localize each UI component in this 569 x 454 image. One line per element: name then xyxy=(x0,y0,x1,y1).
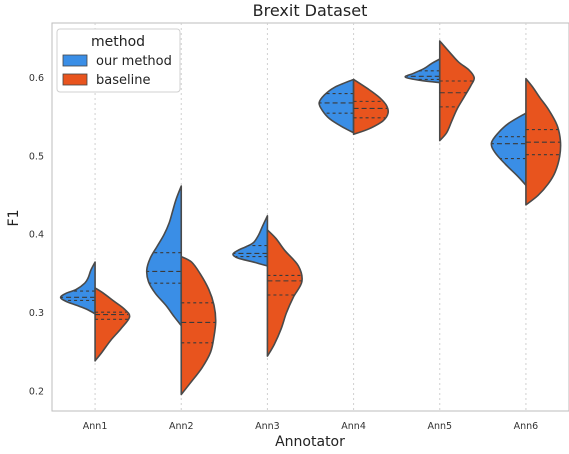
legend-label-our-method: our method xyxy=(96,54,172,69)
x-tick-label-ann4: Ann4 xyxy=(341,421,366,432)
y-axis-label: F1 xyxy=(6,210,22,227)
x-tick-label-ann2: Ann2 xyxy=(169,421,194,432)
y-tick-label: 0.3 xyxy=(29,308,44,319)
violin-baseline-ann4 xyxy=(352,78,390,136)
violin-baseline-ann3 xyxy=(266,229,303,357)
y-tick-label: 0.2 xyxy=(29,386,44,397)
y-ticks: 0.2 0.3 0.4 0.5 0.6 xyxy=(29,73,44,398)
violin-our-method-ann4 xyxy=(318,78,355,134)
x-tick-label-ann1: Ann1 xyxy=(83,421,108,432)
y-tick-label: 0.5 xyxy=(29,151,44,162)
legend-title: method xyxy=(91,34,145,50)
violin-baseline-ann2 xyxy=(180,255,217,396)
y-tick-label: 0.4 xyxy=(29,230,44,241)
chart-title: Brexit Dataset xyxy=(253,1,368,20)
x-tick-label-ann5: Ann5 xyxy=(427,421,452,432)
violin-baseline-ann5 xyxy=(438,40,476,142)
violin-baseline-ann1 xyxy=(94,287,131,362)
y-tick-label: 0.6 xyxy=(29,73,44,84)
x-tick-label-ann6: Ann6 xyxy=(514,421,539,432)
x-ticks: Ann1 Ann2 Ann3 Ann4 Ann5 Ann6 xyxy=(83,421,538,432)
x-tick-label-ann3: Ann3 xyxy=(255,421,280,432)
violin-our-method-ann2 xyxy=(145,185,183,327)
legend-label-baseline: baseline xyxy=(96,73,150,88)
violin-our-method-ann6 xyxy=(490,112,527,187)
legend-box xyxy=(56,28,181,93)
legend-swatch-baseline xyxy=(62,73,88,86)
x-axis-label: Annotator xyxy=(275,434,345,450)
legend: method our method baseline xyxy=(56,28,181,93)
legend-swatch-our-method xyxy=(62,54,88,67)
violins xyxy=(59,40,562,396)
